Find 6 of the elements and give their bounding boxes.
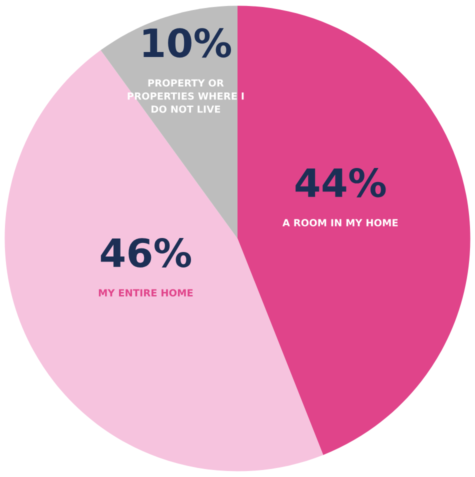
slice-label: PROPERTY OR PROPERTIES WHERE I DO NOT LIVE bbox=[128, 79, 244, 113]
data-label: 44% bbox=[296, 168, 386, 198]
slice-label: MY ENTIRE HOME bbox=[98, 289, 193, 296]
data-label: 10% bbox=[144, 28, 232, 58]
data-label: 46% bbox=[100, 238, 192, 268]
slice-label: A ROOM IN MY HOME bbox=[282, 219, 398, 226]
